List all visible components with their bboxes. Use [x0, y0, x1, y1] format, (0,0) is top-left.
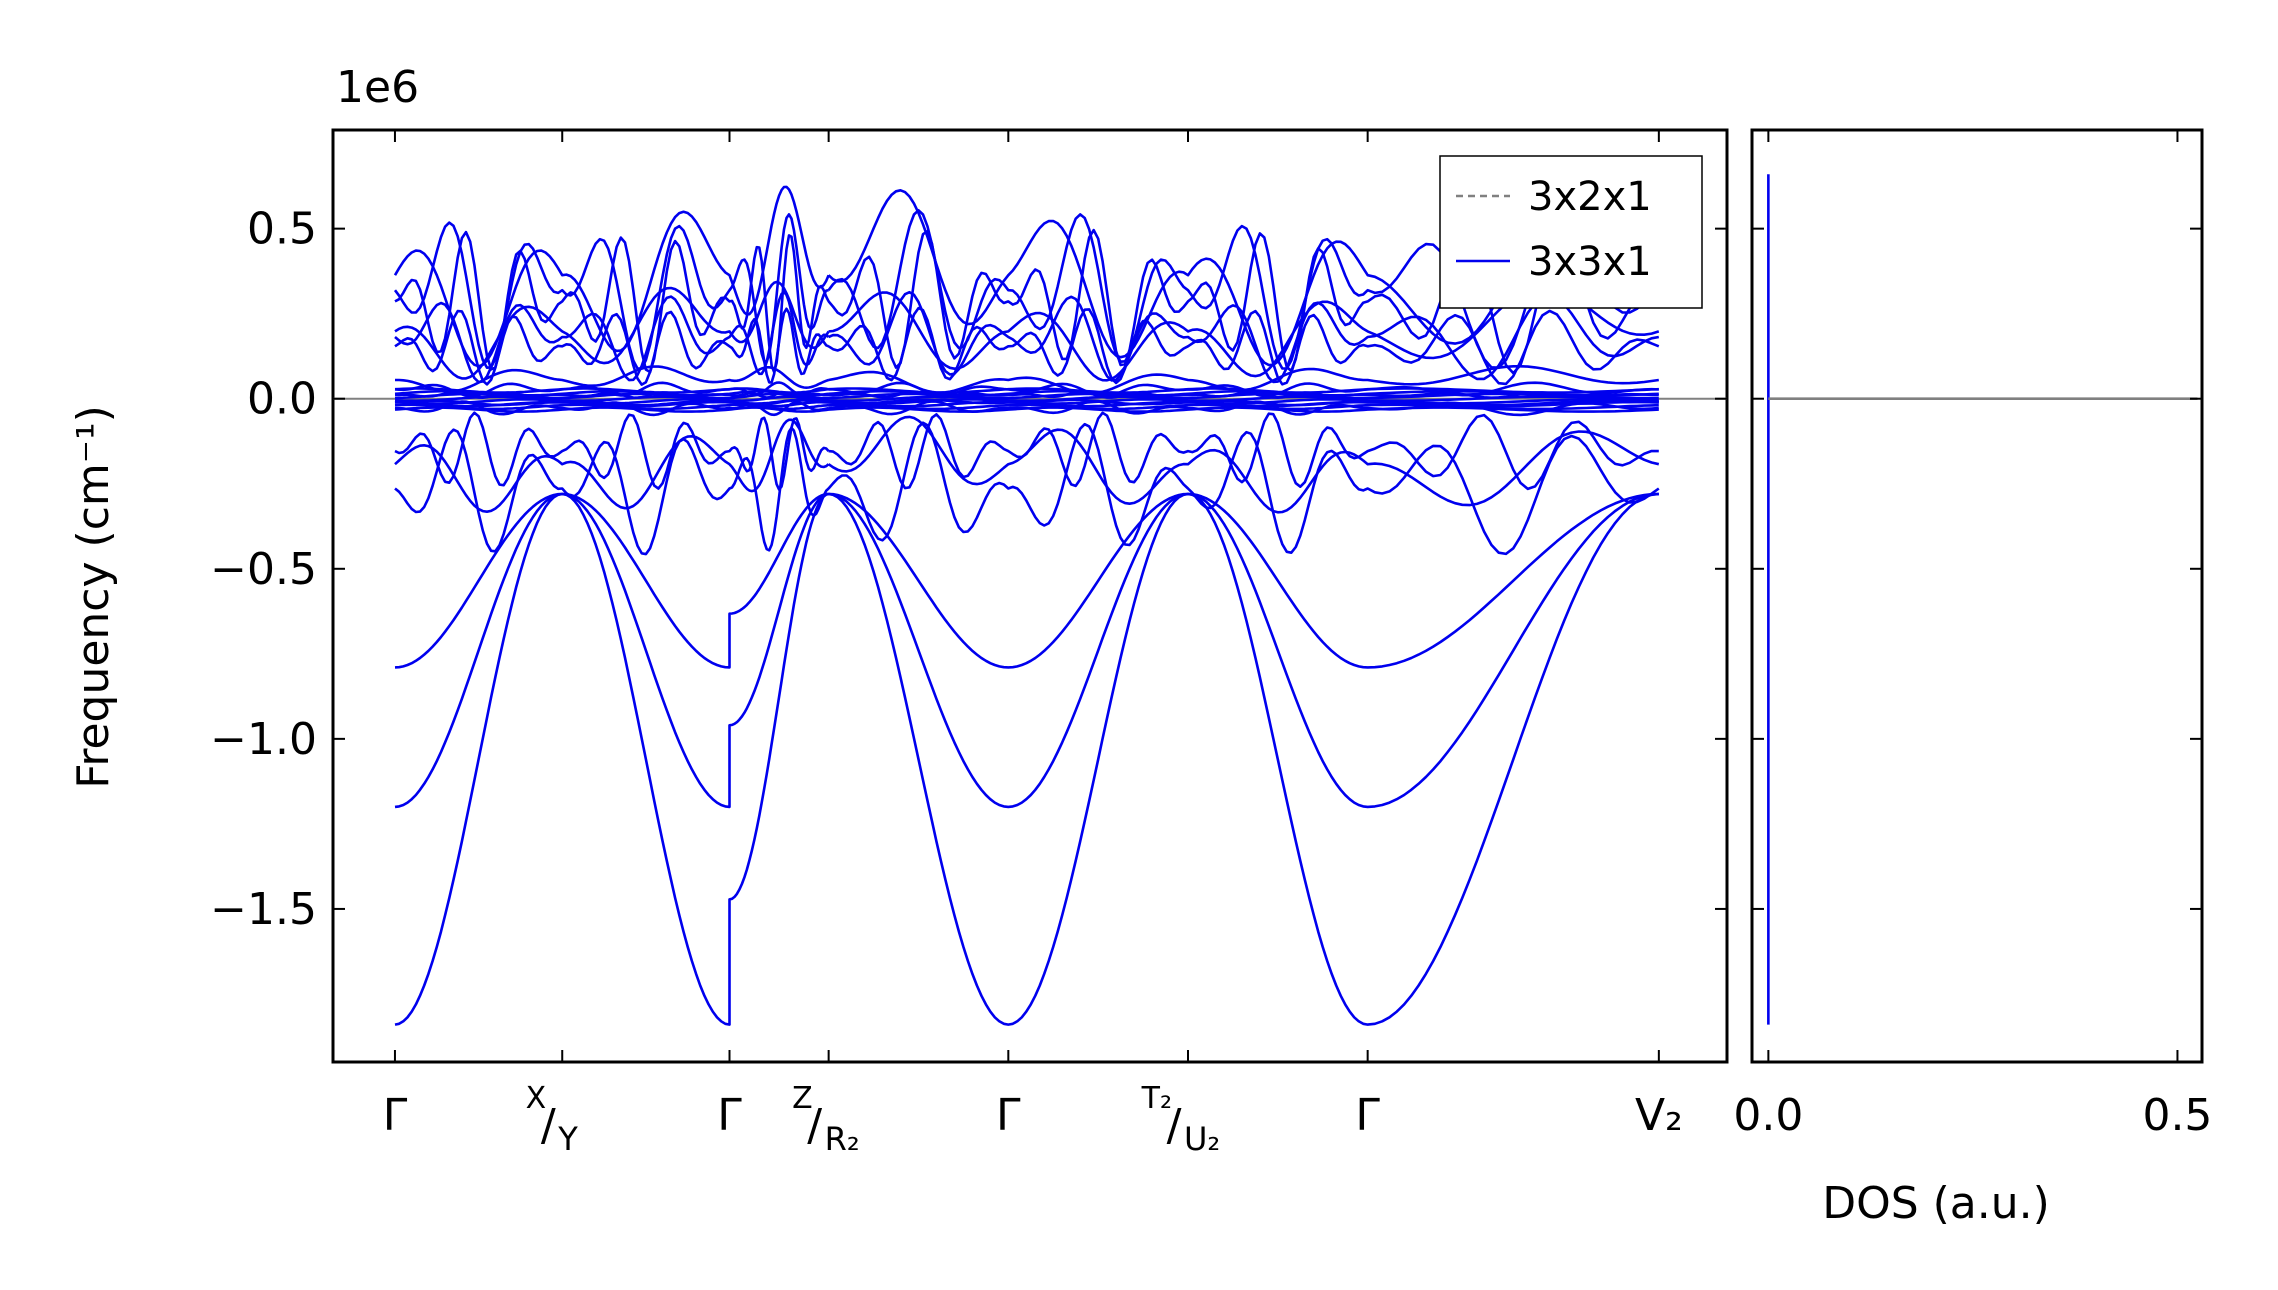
- x-tick-label: Γ: [996, 1090, 1021, 1141]
- x-tick-label: V₂: [1635, 1090, 1683, 1141]
- y-tick-label: −1.5: [210, 884, 317, 935]
- svg-text:Z: Z: [792, 1081, 813, 1116]
- dos-axes-frame: [1750, 128, 2204, 1064]
- band-line: [394, 492, 1659, 669]
- x-tick-label: Γ: [383, 1090, 408, 1141]
- band-line: [394, 421, 1660, 556]
- y-tick-label: −0.5: [210, 544, 317, 595]
- legend-box: [1439, 155, 1703, 309]
- band-line: [394, 306, 1660, 386]
- x-tick-label: X/Y: [526, 1081, 579, 1158]
- svg-text:Y: Y: [557, 1120, 578, 1158]
- x-tick-label: Z/R₂: [792, 1081, 860, 1158]
- legend-label-3x2x1: 3x2x1: [1528, 174, 1652, 220]
- y-tick-label: 0.0: [247, 374, 317, 425]
- svg-text:/: /: [1167, 1100, 1182, 1151]
- band-line: [394, 387, 1659, 394]
- dos-x-tick-label: 0.0: [1733, 1090, 1803, 1141]
- band-structure-panel: 0.50.0−0.5−1.0−1.5 Γ X/Y Γ Z/R₂ Γ T₂/U₂ Γ V₂ 1e…: [68, 62, 1729, 1158]
- svg-text:T₂: T₂: [1141, 1081, 1172, 1116]
- dos-curves: [1767, 174, 2198, 1025]
- svg-text:/: /: [541, 1100, 556, 1151]
- band-line: [393, 209, 1660, 370]
- y-axis-label: Frequency (cm⁻¹): [68, 405, 119, 789]
- dos-panel: 0.0 0.5 DOS (a.u.): [1733, 128, 2212, 1229]
- svg-text:U₂: U₂: [1184, 1120, 1220, 1158]
- legend: 3x2x1 3x3x1: [1439, 155, 1703, 309]
- x-axis-ticks: Γ X/Y Γ Z/R₂ Γ T₂/U₂ Γ V₂: [383, 130, 1683, 1158]
- dos-x-axis-label: DOS (a.u.): [1822, 1178, 2050, 1229]
- y-axis-ticks: 0.5 0.0 −0.5 −1.0 −1.5: [210, 204, 1727, 935]
- dos-x-ticks: 0.0 0.5: [1733, 130, 2212, 1141]
- offset-text: 1e6: [336, 62, 419, 113]
- phonon-bands: [393, 185, 1660, 1026]
- y-tick-label: 0.5: [247, 204, 317, 255]
- x-tick-label: T₂/U₂: [1141, 1081, 1221, 1158]
- dos-x-tick-label: 0.5: [2142, 1090, 2212, 1141]
- svg-text:X: X: [526, 1081, 547, 1116]
- svg-text:/: /: [807, 1100, 822, 1151]
- legend-label-3x3x1: 3x3x1: [1528, 239, 1652, 285]
- x-tick-label: Γ: [1355, 1090, 1380, 1141]
- x-tick-label: Γ: [717, 1090, 742, 1141]
- dos-y-ticks: [1752, 227, 2202, 910]
- y-tick-label: −1.0: [210, 714, 317, 765]
- svg-text:R₂: R₂: [825, 1120, 860, 1158]
